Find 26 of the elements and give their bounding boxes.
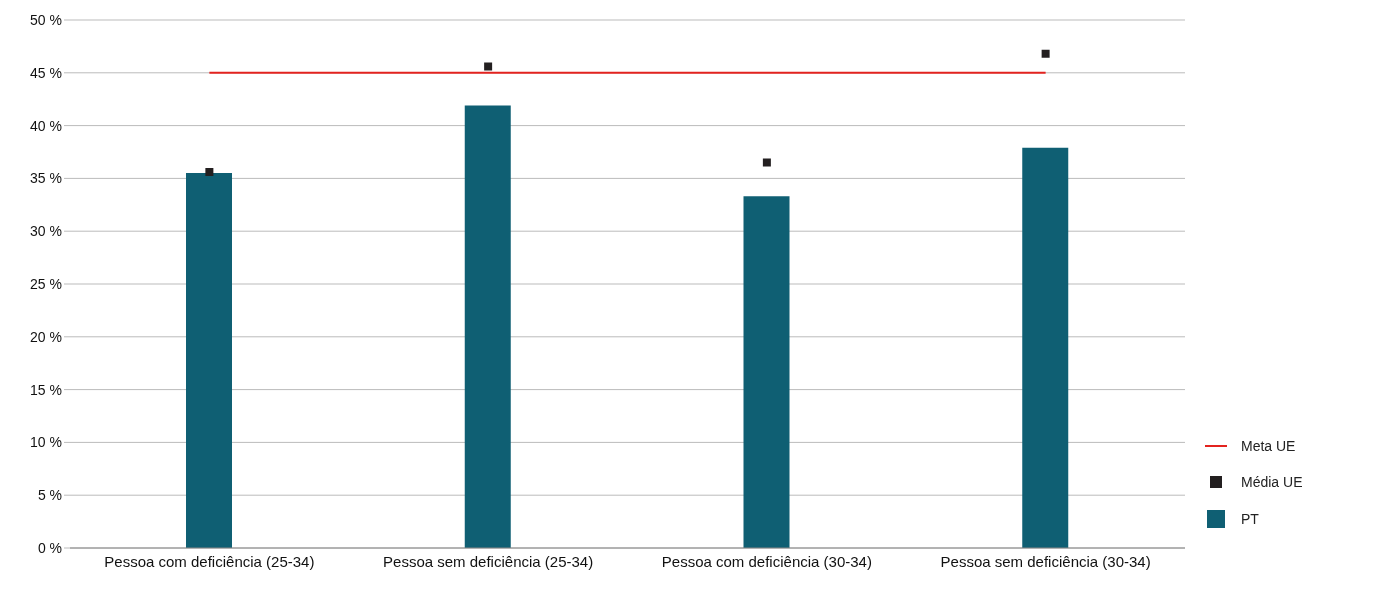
y-tick-label: 50 %	[30, 11, 62, 28]
legend-label: Meta UE	[1241, 438, 1296, 454]
legend-label: Média UE	[1241, 474, 1303, 490]
y-tick-label: 5 %	[37, 487, 62, 504]
y-tick-label: 25 %	[30, 275, 62, 292]
y-tick-label: 45 %	[30, 64, 62, 81]
y-tick-label: 20 %	[30, 328, 62, 345]
point	[205, 168, 214, 177]
bar	[464, 105, 511, 548]
y-tick-label: 35 %	[30, 170, 62, 187]
y-tick-label: 0 %	[37, 539, 62, 556]
legend-label: PT	[1241, 511, 1259, 527]
bar	[743, 196, 790, 548]
x-tick-label: Pessoa com deficiência (30-34)	[661, 552, 872, 570]
x-tick-label: Pessoa com deficiência (25-34)	[104, 552, 315, 570]
y-tick-label: 40 %	[30, 117, 62, 134]
y-tick-label: 15 %	[30, 381, 62, 398]
x-tick-label: Pessoa sem deficiência (30-34)	[940, 552, 1151, 570]
point	[762, 158, 771, 167]
bar	[186, 173, 232, 548]
point	[484, 62, 493, 71]
y-tick-label: 10 %	[30, 434, 62, 451]
point	[1041, 49, 1050, 58]
bar	[1022, 147, 1069, 548]
x-tick-label: Pessoa sem deficiência (25-34)	[383, 552, 594, 570]
y-tick-label: 30 %	[30, 223, 62, 240]
